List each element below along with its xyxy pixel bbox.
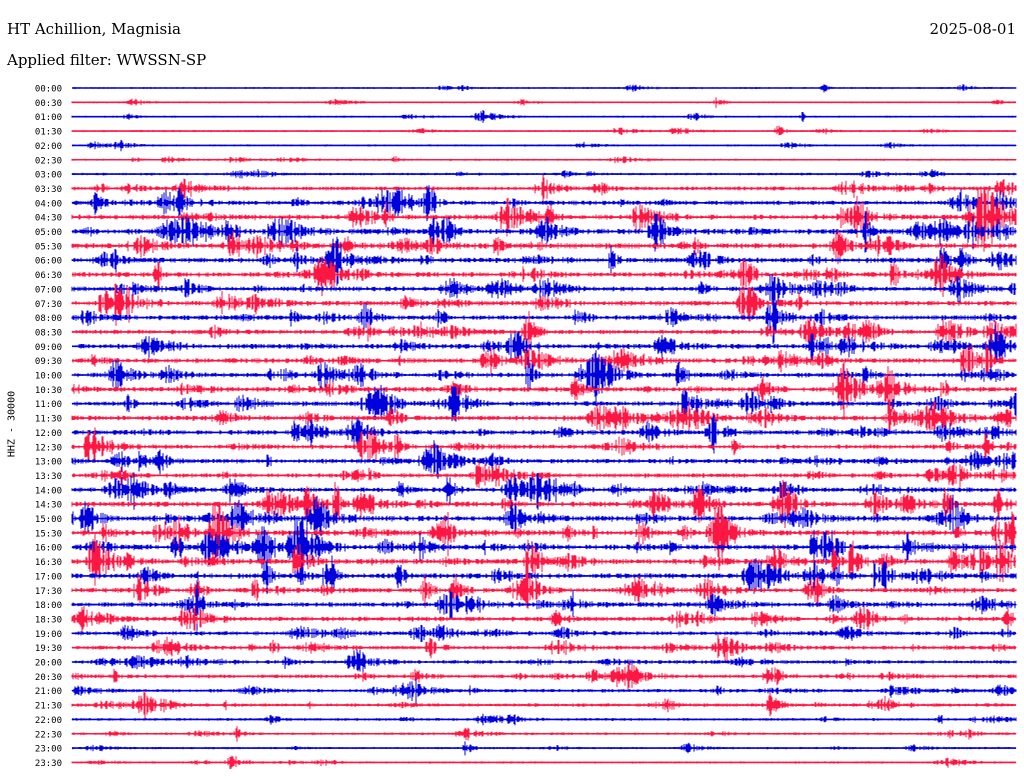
seismic-trace <box>71 516 1017 579</box>
time-tick-label: 09:00 <box>35 343 62 353</box>
seismic-trace <box>71 125 1017 136</box>
time-tick-label: 13:00 <box>35 458 62 468</box>
time-tick-label: 15:30 <box>35 529 62 539</box>
time-tick-label: 00:00 <box>35 85 62 95</box>
seismic-trace <box>71 399 1017 434</box>
seismic-trace <box>71 498 1017 571</box>
time-tick-label: 08:00 <box>35 314 62 324</box>
time-tick-label: 07:30 <box>35 300 62 310</box>
seismic-trace <box>71 494 1017 540</box>
time-tick-label: 05:30 <box>35 242 62 252</box>
seismic-trace <box>71 274 1017 303</box>
time-tick-label: 19:30 <box>35 644 62 654</box>
time-tick-label: 20:00 <box>35 659 62 669</box>
seismic-trace <box>71 555 1017 594</box>
time-tick-label: 18:00 <box>35 601 62 611</box>
time-tick-label: 07:00 <box>35 285 62 295</box>
time-tick-label: 06:00 <box>35 257 62 267</box>
seismic-trace <box>71 661 1017 690</box>
seismic-trace <box>71 440 1017 479</box>
time-tick-label: 21:30 <box>35 702 62 712</box>
seismic-trace <box>71 414 1017 454</box>
time-tick-label: 11:00 <box>35 400 62 410</box>
time-tick-label: 22:00 <box>35 716 62 726</box>
time-tick-label: 17:30 <box>35 587 62 597</box>
seismic-trace <box>71 678 1017 704</box>
time-tick-label: 06:30 <box>35 271 62 281</box>
seismic-trace <box>71 139 1017 152</box>
seismic-trace <box>71 569 1017 609</box>
seismic-trace <box>71 726 1017 742</box>
time-tick-label: 00:30 <box>35 99 62 109</box>
seismic-trace <box>71 580 1017 631</box>
seismic-trace <box>71 174 1017 205</box>
seismic-trace <box>71 291 1017 345</box>
time-tick-label: 11:30 <box>35 415 62 425</box>
seismic-trace <box>71 362 1017 418</box>
seismic-trace <box>71 169 1017 179</box>
time-tick-label: 02:30 <box>35 156 62 166</box>
time-tick-label: 10:00 <box>35 372 62 382</box>
time-tick-label: 01:00 <box>35 113 62 123</box>
time-tick-label: 04:30 <box>35 214 62 224</box>
date-label: 2025-08-01 <box>929 20 1016 38</box>
seismic-trace <box>71 385 1017 422</box>
trace-group <box>71 84 1017 769</box>
filter-label: Applied filter: WWSSN-SP <box>7 51 207 69</box>
time-tick-label: 12:00 <box>35 429 62 439</box>
time-tick-label: 03:00 <box>35 171 62 181</box>
seismic-trace <box>71 110 1017 123</box>
seismic-trace <box>71 229 1017 265</box>
time-tick-label: 04:00 <box>35 199 62 209</box>
seismic-trace <box>71 461 1017 488</box>
seismic-trace <box>71 236 1017 286</box>
seismic-trace <box>71 254 1017 297</box>
time-tick-label: 19:00 <box>35 630 62 640</box>
time-tick-label: 16:30 <box>35 558 62 568</box>
time-tick-label: 05:00 <box>35 228 62 238</box>
seismic-trace <box>71 156 1017 164</box>
seismic-trace <box>71 211 1017 253</box>
time-tick-label: 21:00 <box>35 687 62 697</box>
seismic-trace <box>71 649 1017 672</box>
time-tick-label: 03:30 <box>35 185 62 195</box>
time-tick-label: 14:00 <box>35 486 62 496</box>
time-tick-label: 20:30 <box>35 673 62 683</box>
seismic-trace <box>71 713 1017 726</box>
time-tick-label: 14:30 <box>35 501 62 511</box>
time-tick-label: 18:30 <box>35 615 62 625</box>
station-title: HT Achillion, Magnisia <box>7 20 181 38</box>
seismic-trace <box>71 283 1017 326</box>
seismic-trace <box>71 634 1017 661</box>
seismic-trace <box>71 479 1017 528</box>
time-tick-label: 10:30 <box>35 386 62 396</box>
seismic-trace <box>71 311 1017 357</box>
seismic-trace <box>71 427 1017 464</box>
time-label-group: 00:00 00:30 01:00 01:30 02:00 02:30 03:00 03:30… <box>35 85 62 769</box>
seismic-trace <box>71 350 1017 405</box>
time-tick-label: 09:30 <box>35 357 62 367</box>
time-tick-label: 08:30 <box>35 328 62 338</box>
seismic-trace <box>71 97 1017 108</box>
time-tick-label: 16:00 <box>35 544 62 554</box>
time-tick-label: 12:30 <box>35 443 62 453</box>
time-tick-label: 01:30 <box>35 128 62 138</box>
seismic-trace <box>71 690 1017 720</box>
time-tick-label: 02:00 <box>35 142 62 152</box>
time-tick-label: 22:30 <box>35 730 62 740</box>
time-tick-label: 13:30 <box>35 472 62 482</box>
seismic-trace <box>71 755 1017 769</box>
time-tick-label: 17:00 <box>35 572 62 582</box>
time-tick-label: 23:30 <box>35 759 62 769</box>
seismic-trace <box>71 325 1017 364</box>
time-tick-label: 15:00 <box>35 515 62 525</box>
seismic-trace <box>71 605 1017 634</box>
time-tick-label: 23:00 <box>35 745 62 755</box>
seismic-trace <box>71 532 1017 586</box>
